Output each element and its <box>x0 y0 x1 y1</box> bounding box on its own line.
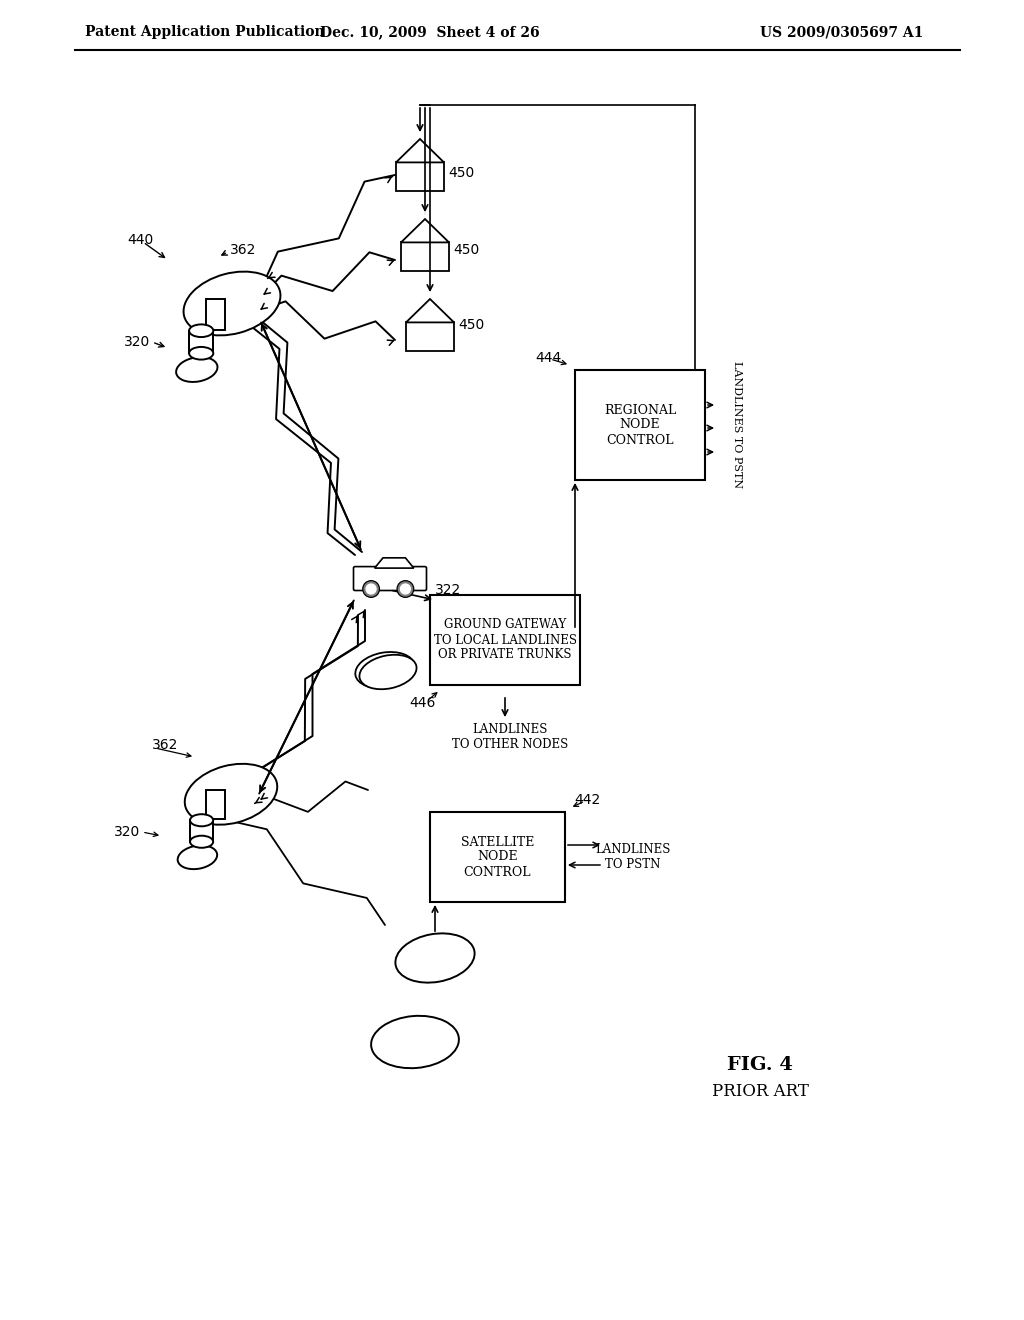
Ellipse shape <box>189 325 213 337</box>
Text: SATELLITE
NODE
CONTROL: SATELLITE NODE CONTROL <box>461 836 535 879</box>
Circle shape <box>362 581 380 598</box>
Ellipse shape <box>183 272 281 335</box>
Circle shape <box>367 583 376 594</box>
Polygon shape <box>406 300 454 322</box>
Text: LANDLINES
TO OTHER NODES: LANDLINES TO OTHER NODES <box>452 723 568 751</box>
Text: PRIOR ART: PRIOR ART <box>712 1084 808 1101</box>
Polygon shape <box>375 558 414 568</box>
Ellipse shape <box>176 356 217 381</box>
Text: 322: 322 <box>435 583 461 597</box>
Polygon shape <box>396 139 444 162</box>
Text: 450: 450 <box>453 243 479 257</box>
Bar <box>206 300 225 330</box>
Text: 320: 320 <box>124 335 150 348</box>
Ellipse shape <box>189 347 213 359</box>
Ellipse shape <box>190 836 213 847</box>
Text: 444: 444 <box>535 351 561 366</box>
FancyBboxPatch shape <box>353 566 427 590</box>
Text: 446: 446 <box>409 696 435 710</box>
Bar <box>206 791 224 820</box>
Text: Dec. 10, 2009  Sheet 4 of 26: Dec. 10, 2009 Sheet 4 of 26 <box>321 25 540 40</box>
Text: 440: 440 <box>127 234 154 247</box>
Bar <box>575 370 705 480</box>
Ellipse shape <box>359 655 417 689</box>
Bar <box>406 322 454 351</box>
Ellipse shape <box>177 845 217 869</box>
Ellipse shape <box>371 1016 459 1068</box>
Bar <box>190 820 213 842</box>
Bar <box>430 812 565 902</box>
Text: US 2009/0305697 A1: US 2009/0305697 A1 <box>760 25 924 40</box>
Polygon shape <box>401 219 449 243</box>
Circle shape <box>400 583 411 594</box>
Bar <box>396 162 444 191</box>
Ellipse shape <box>355 652 415 688</box>
Bar <box>189 331 213 354</box>
Text: FIG. 4: FIG. 4 <box>727 1056 793 1074</box>
Text: REGIONAL
NODE
CONTROL: REGIONAL NODE CONTROL <box>604 404 676 446</box>
Text: 442: 442 <box>573 793 600 807</box>
Bar <box>430 595 580 685</box>
Circle shape <box>397 581 414 598</box>
Ellipse shape <box>395 933 474 982</box>
Text: Patent Application Publication: Patent Application Publication <box>85 25 325 40</box>
Text: LANDLINES TO PSTN: LANDLINES TO PSTN <box>732 362 742 488</box>
Text: 320: 320 <box>114 825 140 840</box>
Ellipse shape <box>190 814 213 826</box>
Text: 450: 450 <box>458 318 484 333</box>
Text: 362: 362 <box>230 243 256 257</box>
Ellipse shape <box>184 764 278 825</box>
Text: GROUND GATEWAY
TO LOCAL LANDLINES
OR PRIVATE TRUNKS: GROUND GATEWAY TO LOCAL LANDLINES OR PRI… <box>433 619 577 661</box>
Bar <box>401 243 449 271</box>
Text: 450: 450 <box>449 166 474 180</box>
Text: LANDLINES
TO PSTN: LANDLINES TO PSTN <box>595 843 671 871</box>
Text: 362: 362 <box>152 738 178 752</box>
